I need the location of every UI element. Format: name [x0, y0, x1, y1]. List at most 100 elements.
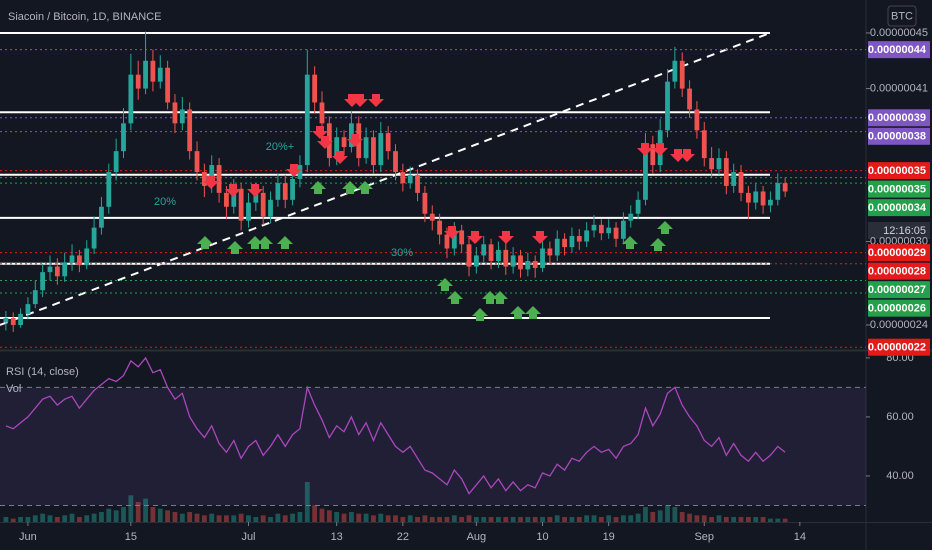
volume-bar	[3, 517, 9, 522]
candle-body	[304, 74, 310, 166]
rsi-title: RSI (14, close)	[6, 366, 79, 378]
volume-bar	[621, 515, 626, 522]
volume-bar	[224, 515, 229, 522]
volume-bar	[503, 517, 509, 522]
candle-body	[150, 60, 156, 82]
volume-bar	[569, 517, 575, 522]
sell-arrow	[203, 176, 219, 189]
volume-bar	[128, 495, 134, 522]
volume-bar	[187, 512, 193, 522]
sell-arrow	[679, 149, 695, 162]
y-tick-label: 0.00000045	[870, 27, 928, 39]
candle-body	[400, 172, 406, 184]
candle-body	[738, 172, 744, 193]
price-badge	[868, 127, 930, 145]
buy-arrow	[437, 278, 453, 291]
candle-body	[554, 238, 560, 256]
volume-bar	[716, 515, 722, 522]
volume-bar	[496, 517, 501, 522]
candle-body	[437, 220, 443, 235]
volume-bar	[363, 513, 369, 522]
volume-bar	[694, 515, 700, 522]
volume-bar	[304, 482, 310, 522]
candle-body	[121, 123, 126, 152]
volume-bar	[25, 517, 31, 522]
candle-body	[525, 261, 531, 270]
sell-arrow	[467, 231, 483, 244]
candle-body	[187, 109, 193, 152]
sell-arrow	[444, 226, 460, 239]
volume-bar	[687, 513, 692, 522]
sell-arrow	[652, 143, 668, 156]
candle-body	[363, 137, 369, 159]
candle-body	[701, 130, 707, 159]
candle-body	[775, 183, 781, 200]
countdown-badge	[868, 222, 930, 239]
candle-body	[209, 165, 215, 186]
volume-bar	[69, 513, 75, 522]
volume-bar	[150, 507, 156, 522]
candle-body	[415, 174, 420, 193]
candle-body	[569, 235, 575, 248]
volume-bar	[47, 515, 53, 522]
price-badge-label: 0.00000039	[868, 112, 926, 124]
volume-bar	[768, 518, 773, 522]
volume-bar	[246, 515, 251, 522]
volume-bar	[547, 517, 553, 522]
volume-bar	[268, 517, 273, 522]
currency-box[interactable]	[887, 5, 917, 27]
price-badge	[868, 299, 930, 317]
buy-arrow	[447, 291, 463, 304]
x-tick-label: 22	[397, 531, 409, 543]
candle-body	[334, 137, 340, 159]
currency[interactable]: BTC	[891, 10, 913, 22]
candle-body	[745, 192, 751, 203]
buy-arrow	[472, 308, 488, 321]
price-badge	[868, 180, 930, 198]
sell-arrow	[247, 184, 263, 197]
candle-body	[253, 192, 259, 203]
volume-bar	[84, 515, 90, 522]
candle-body	[3, 318, 9, 323]
volume-bar	[415, 517, 420, 522]
sell-arrow	[317, 136, 333, 149]
volume-bar	[679, 512, 685, 522]
candle-body	[113, 151, 119, 173]
volume-bar	[54, 517, 60, 522]
volume-bar	[194, 513, 200, 522]
volume-bar	[385, 515, 391, 522]
x-tick-label: Jul	[241, 531, 255, 543]
trend-line	[0, 32, 771, 326]
candle-body	[128, 74, 134, 124]
volume-bar	[121, 507, 126, 522]
annotation: 30%	[391, 247, 413, 259]
x-tick-label: Sep	[694, 531, 714, 543]
candle-body	[628, 213, 634, 221]
candle-body	[40, 272, 46, 291]
candle-body	[760, 191, 766, 206]
candle-body	[451, 230, 457, 249]
volume-bar	[106, 508, 112, 522]
price-badge-label: 0.00000038	[868, 131, 926, 143]
volume-bar	[91, 513, 97, 522]
candle-body	[326, 123, 332, 159]
volume-bar	[657, 510, 663, 522]
volume-bar	[643, 507, 648, 522]
price-badge	[868, 281, 930, 299]
price-badge-label: 0.00000028	[868, 266, 926, 278]
price-badge-label: 0.00000029	[868, 247, 926, 259]
buy-arrow	[492, 291, 508, 304]
volume-bar	[510, 517, 516, 522]
candle-body	[194, 151, 200, 173]
volume-bar	[466, 515, 472, 522]
volume-bar	[635, 513, 641, 522]
buy-arrow	[257, 236, 273, 249]
candle-body	[635, 199, 641, 214]
volume-bar	[165, 510, 171, 522]
price-badge	[868, 162, 930, 180]
candle-body	[246, 202, 251, 221]
x-tick-label: 13	[331, 531, 343, 543]
candle-body	[62, 262, 68, 277]
candle-body	[201, 172, 207, 186]
rsi-tick-label: 40.00	[886, 470, 914, 482]
